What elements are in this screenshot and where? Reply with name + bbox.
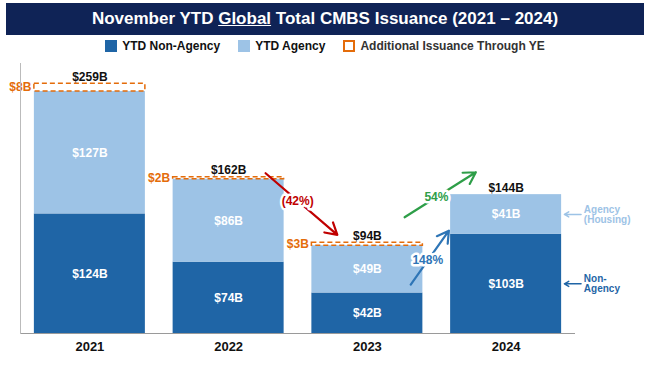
html-text:Additional Issuance Through YE: Additional Issuance Through YE: [360, 39, 545, 53]
svg-text:$41B: $41B: [492, 207, 521, 221]
html-text:November YTD Global Total CMBS: November YTD Global Total CMBS Issuance …: [91, 9, 559, 28]
svg-text:$86B: $86B: [214, 214, 243, 228]
svg-text:54%: 54%: [424, 190, 448, 204]
svg-text:$94B: $94B: [353, 229, 382, 243]
svg-text:Agency(Housing): Agency(Housing): [584, 204, 631, 225]
svg-text:$103B: $103B: [488, 277, 524, 291]
svg-text:$127B: $127B: [72, 146, 108, 160]
svg-text:$162B: $162B: [211, 163, 247, 177]
svg-text:148%: 148%: [412, 253, 443, 267]
svg-text:2022: 2022: [214, 339, 243, 354]
svg-text:$2B: $2B: [148, 171, 170, 185]
html-text:YTD Agency: YTD Agency: [255, 39, 326, 53]
svg-text:$49B: $49B: [353, 262, 382, 276]
svg-text:$3B: $3B: [287, 237, 309, 251]
svg-text:$74B: $74B: [214, 291, 243, 305]
svg-text:2024: 2024: [492, 339, 522, 354]
svg-text:2023: 2023: [353, 339, 382, 354]
html-text:YTD Non-Agency: YTD Non-Agency: [122, 39, 221, 53]
svg-text:$259B: $259B: [72, 70, 108, 84]
svg-text:$124B: $124B: [72, 267, 108, 281]
svg-text:Non-Agency: Non-Agency: [584, 273, 621, 294]
svg-text:$42B: $42B: [353, 306, 382, 320]
svg-text:2021: 2021: [75, 339, 104, 354]
svg-text:(42%): (42%): [282, 194, 314, 208]
svg-text:$144B: $144B: [488, 181, 524, 195]
svg-text:$8B: $8B: [9, 80, 32, 95]
